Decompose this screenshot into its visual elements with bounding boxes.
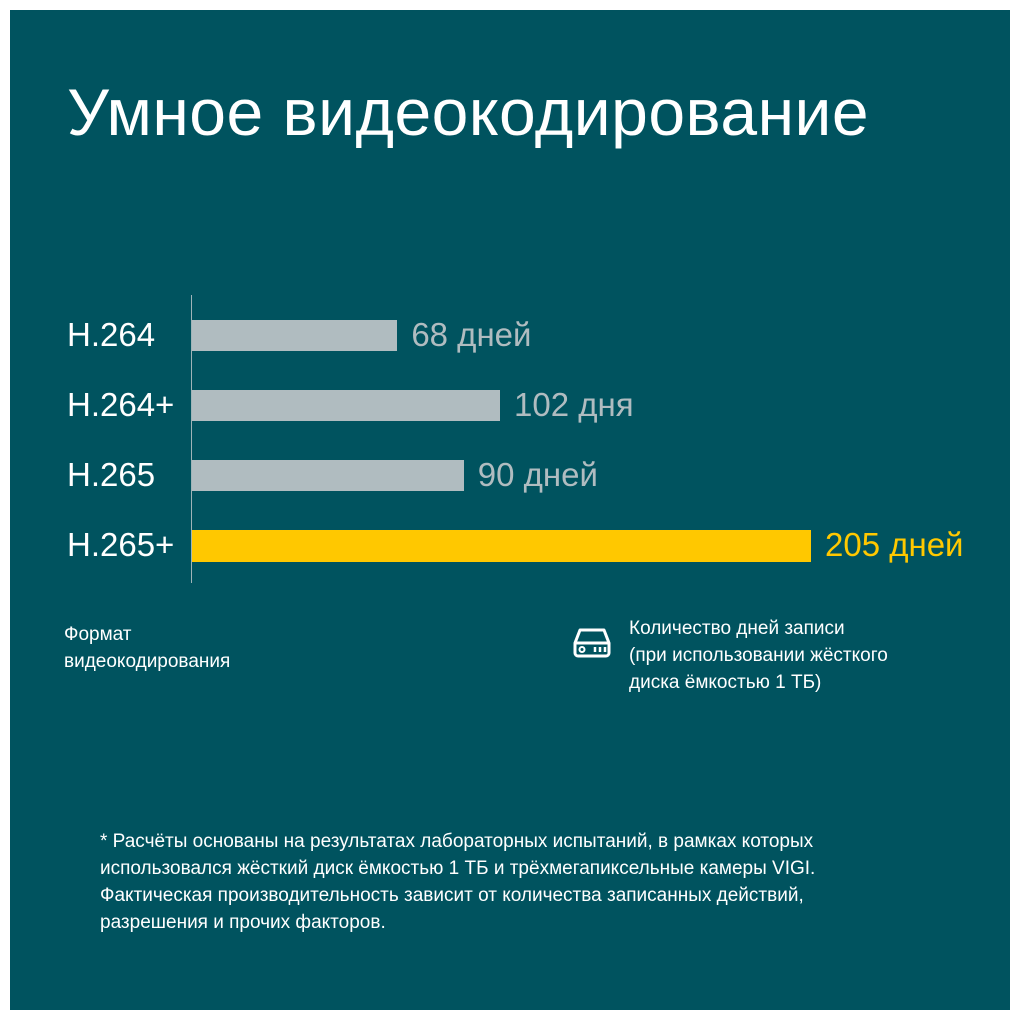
y-axis-line — [191, 295, 192, 583]
value-label: 68 дней — [411, 316, 532, 353]
hard-drive-icon — [573, 628, 611, 658]
category-label: H.264+ — [67, 386, 175, 423]
x-axis-label: Количество дней записи (при использовани… — [629, 615, 888, 696]
infographic-panel — [10, 10, 1010, 1010]
footnote-line: Фактическая производительность зависит о… — [100, 885, 804, 906]
category-label: H.264 — [67, 316, 156, 353]
chart-title: Умное видеокодирование — [67, 75, 870, 149]
category-label: H.265+ — [67, 526, 175, 563]
x-axis-label-line: Количество дней записи — [629, 618, 845, 639]
bar — [192, 530, 811, 562]
bar — [192, 460, 464, 491]
value-label: 90 дней — [477, 456, 598, 493]
x-axis-label-line: диска ёмкостью 1 ТБ) — [629, 672, 822, 693]
y-axis-label-line: видеокодирования — [64, 651, 231, 672]
footnote-line: разрешения и прочих факторов. — [100, 912, 386, 933]
x-axis-label-line: (при использовании жёсткого — [629, 645, 888, 666]
footnote: * Расчёты основаны на результатах лабора… — [100, 828, 960, 936]
y-axis-label-line: Формат — [64, 624, 132, 645]
footnote-line: использовался жёсткий диск ёмкостью 1 ТБ… — [100, 858, 816, 879]
footnote-line: * Расчёты основаны на результатах лабора… — [100, 831, 814, 852]
bar — [192, 390, 500, 421]
category-label: H.265 — [67, 456, 156, 493]
y-axis-label: Формат видеокодирования — [64, 621, 230, 675]
value-label: 102 дня — [513, 386, 634, 423]
bar — [192, 320, 398, 351]
value-label: 205 дней — [825, 526, 964, 563]
